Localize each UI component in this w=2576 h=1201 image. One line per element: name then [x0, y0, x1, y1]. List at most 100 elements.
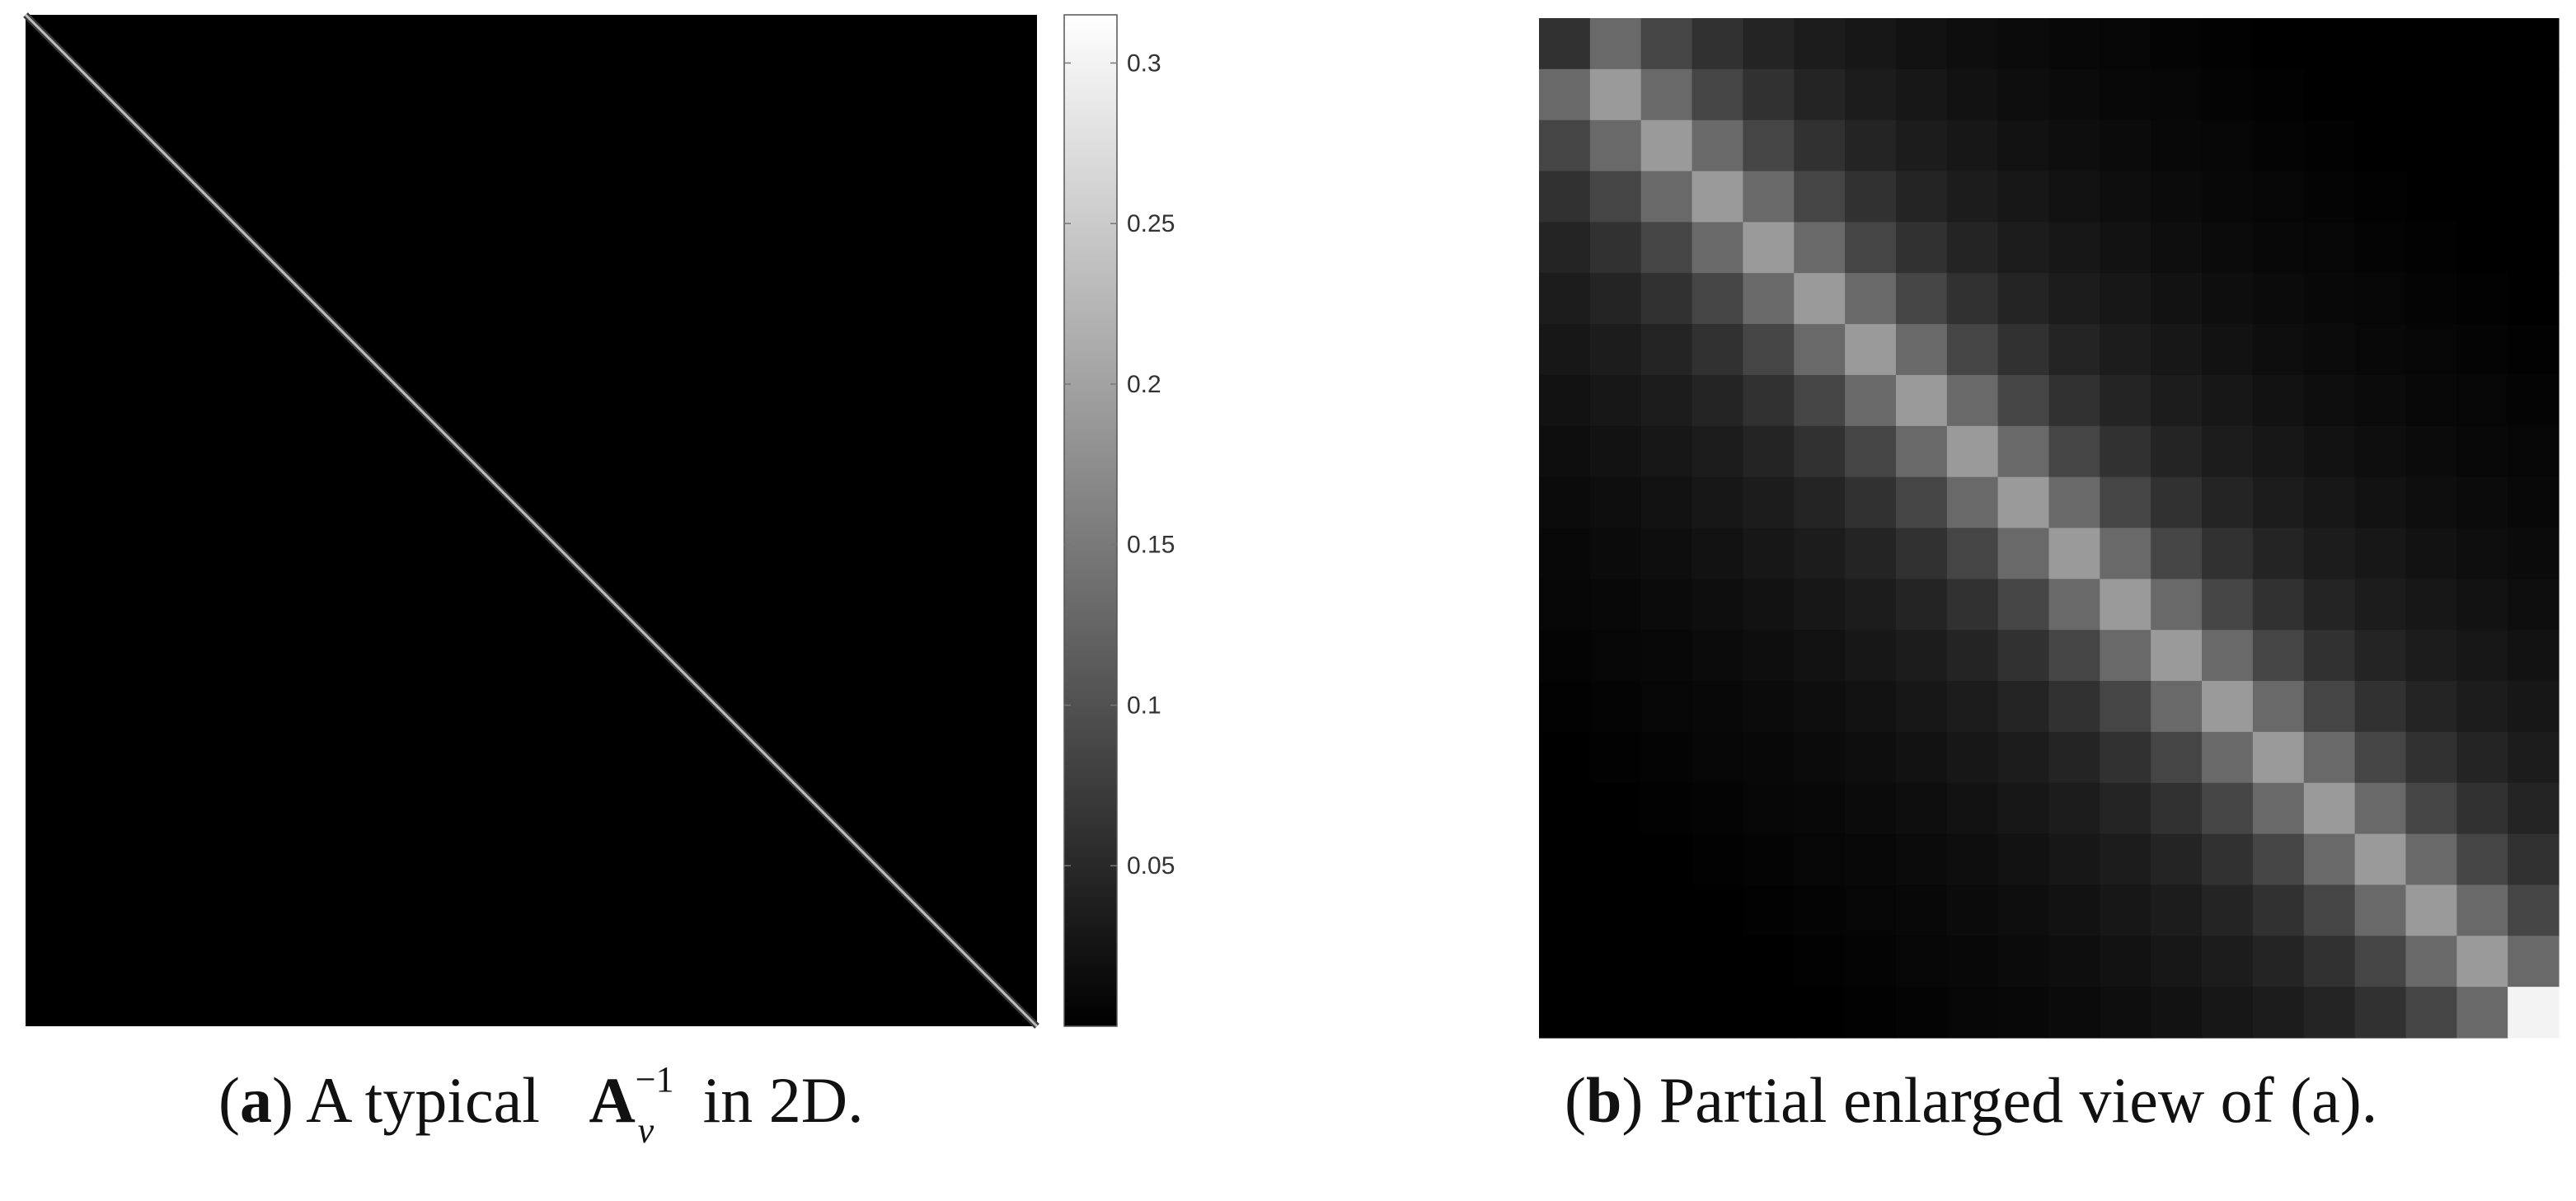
panel-b-cell: [2202, 884, 2254, 936]
panel-b-cell: [2303, 936, 2356, 988]
panel-b-cell: [2303, 171, 2356, 223]
panel-b-cell: [1589, 936, 1642, 988]
panel-b-cell: [2252, 68, 2305, 121]
panel-b-cell: [2048, 68, 2100, 121]
panel-b-cell: [1845, 681, 1897, 733]
panel-b-cell: [2405, 681, 2457, 733]
panel-b-cell: [1845, 425, 1897, 478]
panel-b-cell: [1845, 222, 1897, 274]
panel-b-cell: [2405, 171, 2457, 223]
panel-b-cell: [2508, 936, 2560, 988]
panel-b-cell: [1640, 222, 1693, 274]
panel-b-cell: [1794, 425, 1846, 478]
panel-b-cell: [1692, 782, 1743, 835]
caption-a: (a) A typical A−1v in 2D.: [218, 1059, 864, 1151]
panel-b-cell: [1794, 987, 1846, 1039]
panel-b-cell: [1640, 782, 1693, 835]
panel-b-cell: [2508, 374, 2560, 427]
panel-b-cell: [2508, 681, 2560, 733]
panel-b-cell: [2354, 528, 2407, 579]
panel-b-cell: [1640, 324, 1693, 376]
panel-b-cell: [1743, 528, 1795, 579]
panel-b-cell: [2100, 425, 2151, 478]
panel-b-cell: [1640, 884, 1693, 936]
panel-b-cell: [1845, 68, 1897, 121]
panel-b-cell: [2405, 425, 2457, 478]
panel-b-cell: [2405, 884, 2457, 936]
panel-b-cell: [1692, 936, 1743, 988]
panel-b-cell: [2252, 120, 2305, 172]
panel-b-cell: [2048, 782, 2100, 835]
panel-b-cell: [2303, 681, 2356, 733]
panel-b-cell: [1845, 987, 1897, 1039]
panel-b-cell: [1640, 579, 1693, 631]
panel-b-cell: [2100, 681, 2151, 733]
panel-b-cell: [2405, 731, 2457, 784]
panel-b-cell: [2354, 18, 2407, 70]
panel-b-cell: [1845, 120, 1897, 172]
panel-b-cell: [2405, 833, 2457, 886]
panel-b-cell: [1895, 681, 1948, 733]
panel-b-cell: [2354, 68, 2407, 121]
panel-b-cell: [2151, 731, 2203, 784]
panel-b-cell: [2303, 18, 2356, 70]
panel-b-cell: [2303, 476, 2356, 529]
panel-b-cell: [2252, 324, 2305, 376]
panel-b-cell: [2202, 936, 2254, 988]
panel-a-heatmap: [23, 12, 1039, 1029]
panel-b-cell: [2456, 987, 2508, 1039]
panel-b-cell: [1692, 324, 1743, 376]
panel-b-cell: [1895, 884, 1948, 936]
panel-b-cell: [2354, 171, 2407, 223]
panel-b-cell: [1743, 18, 1795, 70]
panel-b-cell: [2303, 324, 2356, 376]
panel-b-cell: [2252, 782, 2305, 835]
panel-b-cell: [1794, 273, 1846, 325]
panel-b-cell: [2252, 987, 2305, 1039]
panel-b-cell: [1589, 374, 1642, 427]
panel-b-cell: [1539, 374, 1591, 427]
panel-b-cell: [2252, 731, 2305, 784]
panel-b-cell: [1692, 273, 1743, 325]
panel-b-cell: [2405, 630, 2457, 682]
panel-b-cell: [1743, 579, 1795, 631]
panel-b-cell: [2508, 884, 2560, 936]
panel-b-cell: [2100, 936, 2151, 988]
panel-b-cell: [2100, 579, 2151, 631]
panel-b-cell: [1640, 120, 1693, 172]
panel-b-cell: [2508, 425, 2560, 478]
panel-b-cell: [2151, 476, 2203, 529]
panel-b-cell: [1539, 731, 1591, 784]
panel-b-cell: [1895, 476, 1948, 529]
panel-b-cell: [1895, 731, 1948, 784]
panel-b-cell: [2252, 374, 2305, 427]
panel-b-cell: [1589, 324, 1642, 376]
panel-b-cell: [2048, 528, 2100, 579]
panel-b-cell: [1589, 782, 1642, 835]
colorbar-tick-label: 0.05: [1127, 852, 1175, 880]
panel-b-cell: [1997, 68, 2050, 121]
panel-b-cell: [1997, 171, 2050, 223]
panel-b-cell: [1589, 171, 1642, 223]
panel-b-cell: [1640, 476, 1693, 529]
panel-b-cell: [1794, 681, 1846, 733]
panel-b-cell: [1845, 18, 1897, 70]
panel-b-cell: [2354, 273, 2407, 325]
panel-b-cell: [2456, 782, 2508, 835]
panel-b-cell: [1692, 476, 1743, 529]
panel-b-cell: [2202, 579, 2254, 631]
panel-b-cell: [1692, 833, 1743, 886]
panel-b-cell: [2151, 273, 2203, 325]
panel-b-cell: [2252, 884, 2305, 936]
panel-b-cell: [2456, 528, 2508, 579]
panel-b-cell: [1946, 273, 1999, 325]
panel-b-cell: [2508, 222, 2560, 274]
panel-b-cell: [1589, 884, 1642, 936]
panel-b-cell: [1640, 68, 1693, 121]
panel-b-cell: [2508, 120, 2560, 172]
panel-b-cell: [1640, 833, 1693, 886]
panel-b-cell: [1743, 936, 1795, 988]
panel-b-cell: [1539, 68, 1591, 121]
panel-b-cell: [1589, 833, 1642, 886]
panel-b-cell: [1743, 782, 1795, 835]
